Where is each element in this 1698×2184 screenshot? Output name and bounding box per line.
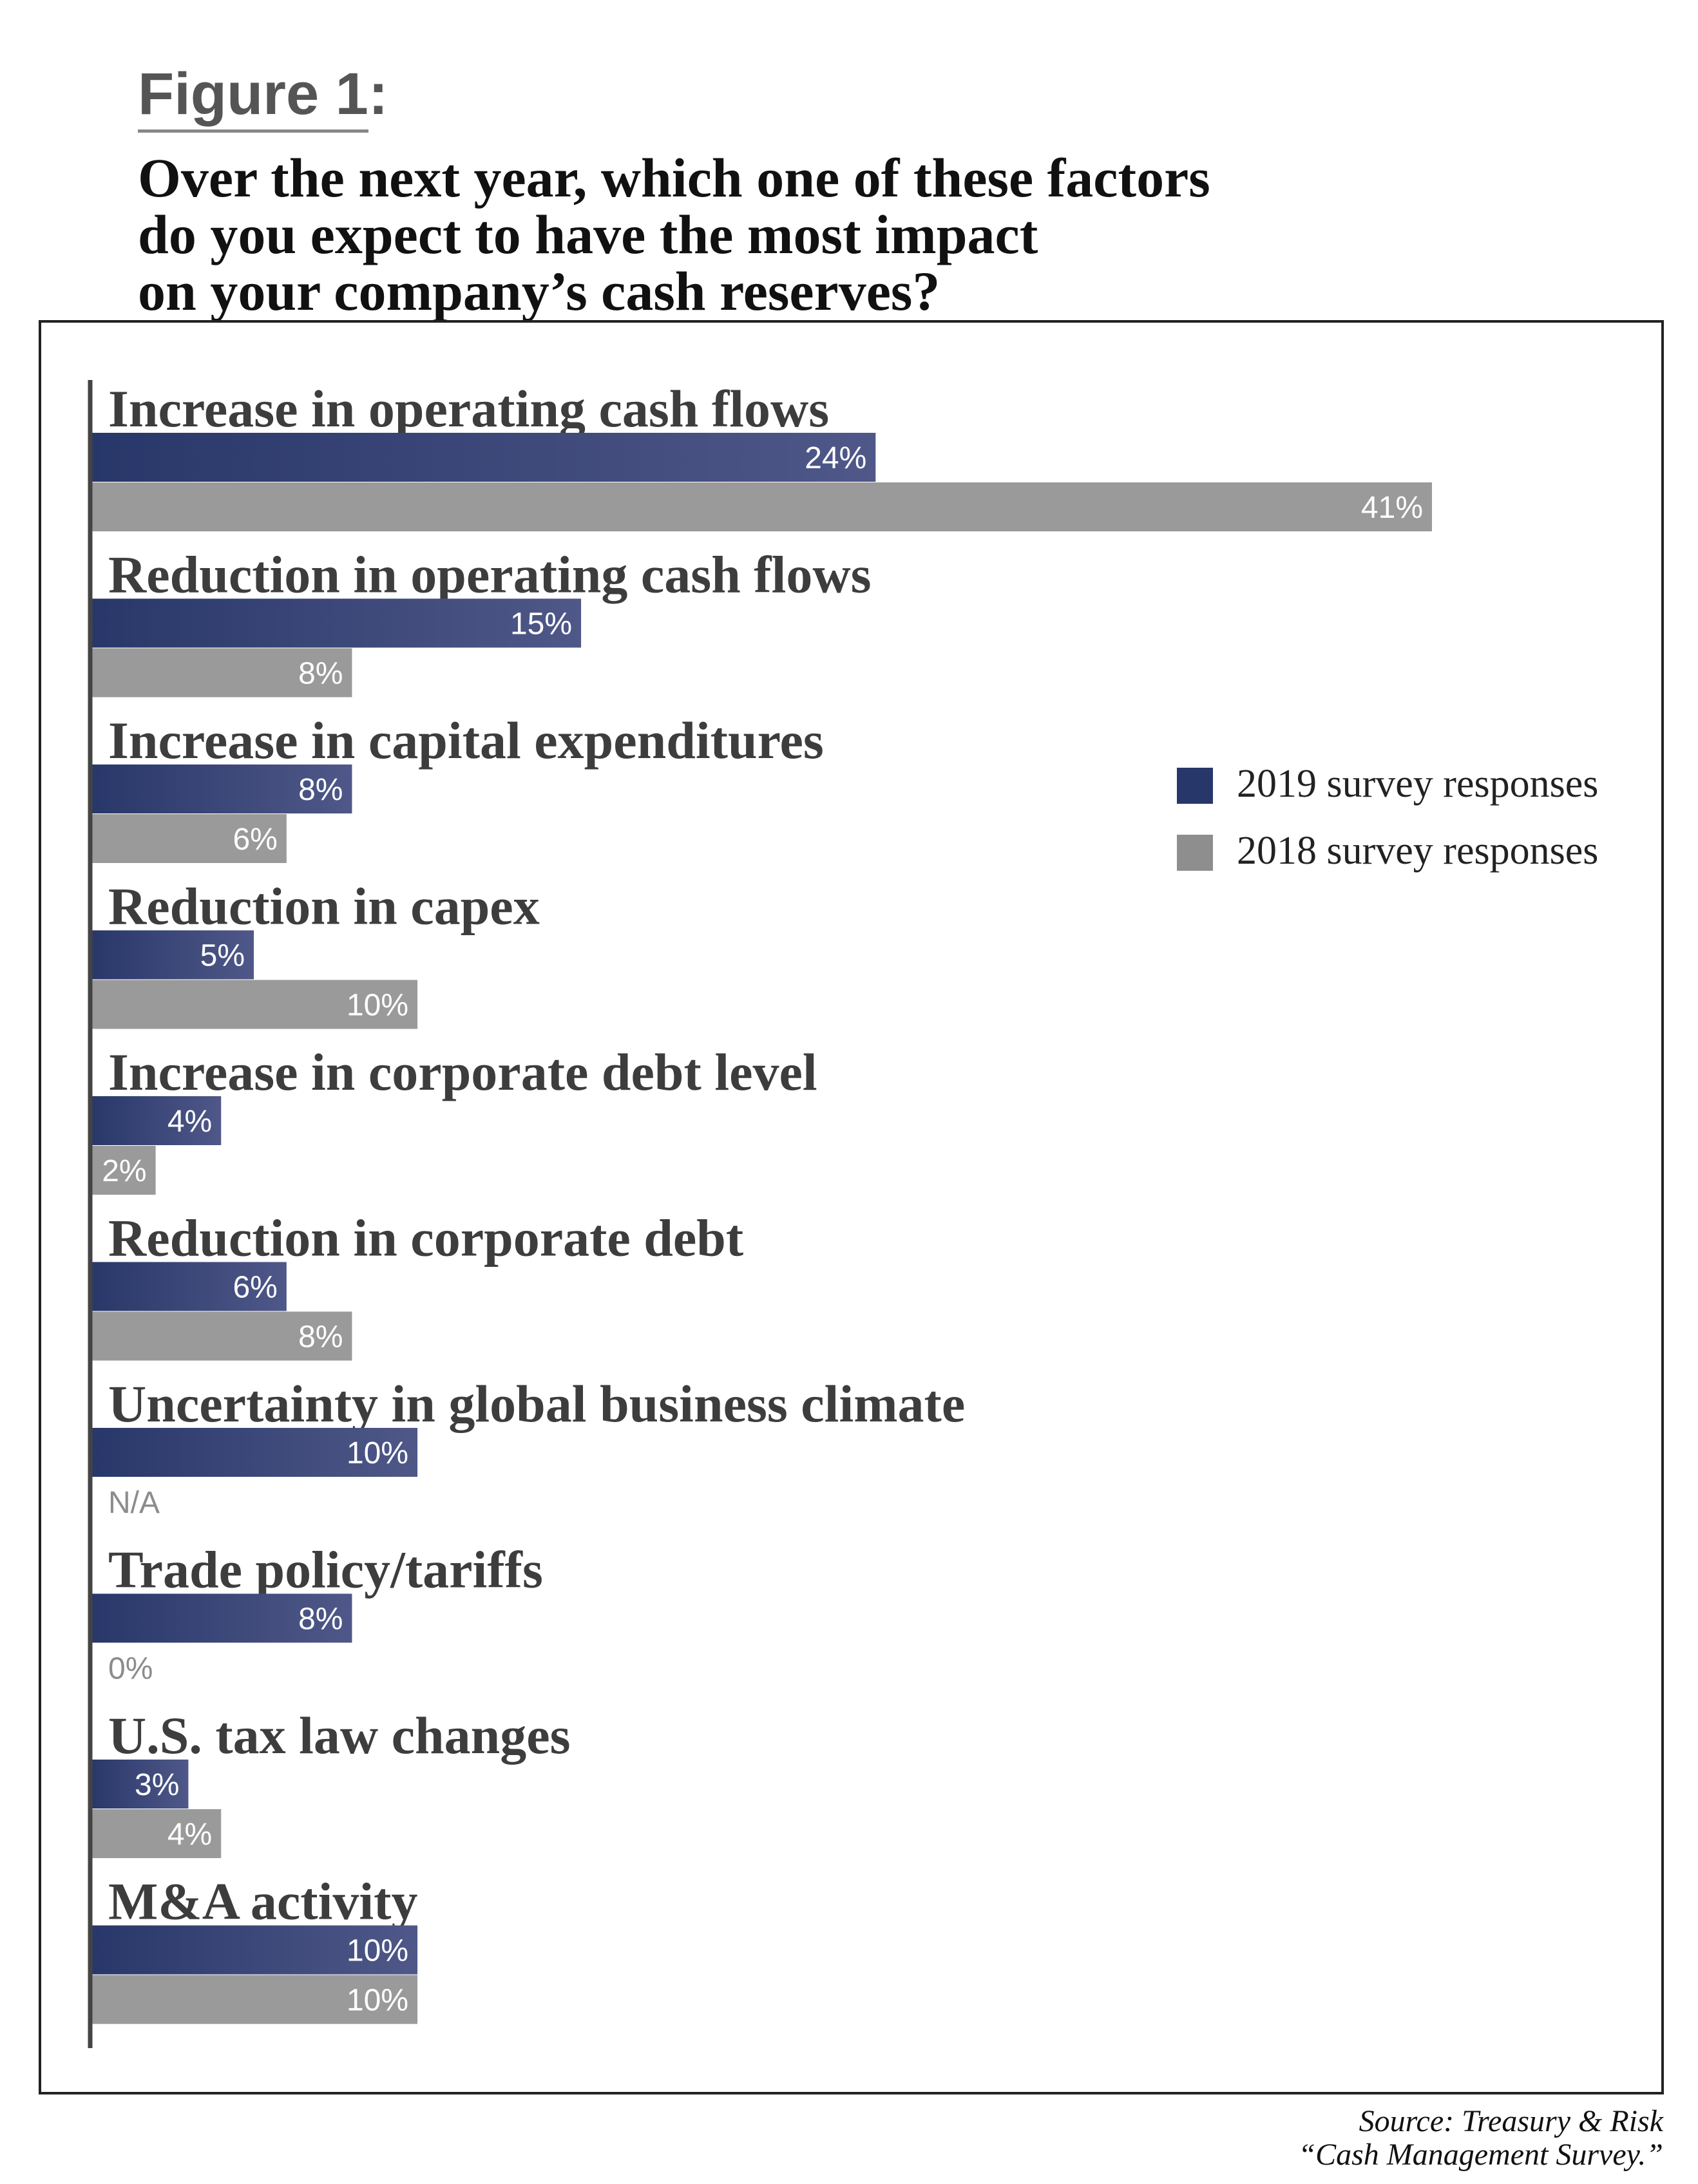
legend-label: 2018 survey responses bbox=[1237, 829, 1598, 873]
bar-2019 bbox=[90, 764, 352, 813]
data-label: 10% bbox=[347, 1934, 408, 1968]
data-label: 15% bbox=[510, 607, 572, 641]
bar-2018 bbox=[90, 1146, 156, 1195]
data-label: 4% bbox=[167, 1818, 212, 1852]
data-label: 8% bbox=[298, 1602, 343, 1637]
figure-label: Figure 1: bbox=[138, 61, 388, 133]
data-label: 10% bbox=[347, 1984, 408, 2018]
bar-2019 bbox=[90, 930, 254, 980]
category-label: Increase in capital expenditures bbox=[108, 711, 824, 770]
bar-2019 bbox=[90, 1760, 189, 1809]
category-label: Uncertainty in global business climate bbox=[108, 1374, 965, 1433]
bar-2018 bbox=[90, 1809, 222, 1858]
data-label: 5% bbox=[200, 939, 245, 973]
bar-2018 bbox=[90, 814, 287, 863]
data-label: 10% bbox=[347, 989, 408, 1023]
data-label: 3% bbox=[135, 1768, 179, 1802]
bar-2019 bbox=[90, 1925, 418, 1975]
category-label: U.S. tax law changes bbox=[108, 1706, 571, 1765]
figure-number: Figure 1 bbox=[138, 61, 368, 133]
category-label: Increase in operating cash flows bbox=[108, 379, 829, 438]
category-label: Reduction in corporate debt bbox=[108, 1209, 743, 1268]
chart-frame bbox=[39, 320, 1664, 2094]
chart-title: Over the next year, which one of these f… bbox=[138, 149, 1555, 319]
data-label: 2% bbox=[102, 1154, 146, 1188]
bar-2018 bbox=[90, 1975, 418, 2024]
bar-2018 bbox=[90, 1311, 352, 1361]
data-label: 41% bbox=[1361, 491, 1423, 525]
source-note: Source: Treasury & Risk “Cash Management… bbox=[1298, 2105, 1663, 2172]
data-label: 4% bbox=[167, 1105, 212, 1139]
category-label: Increase in corporate debt level bbox=[108, 1043, 817, 1101]
data-label: 6% bbox=[233, 822, 277, 857]
data-label: N/A bbox=[108, 1486, 160, 1520]
bar-2019 bbox=[90, 1096, 222, 1145]
category-label: Trade policy/tariffs bbox=[108, 1541, 543, 1599]
bar-2019 bbox=[90, 433, 876, 482]
bar-2019 bbox=[90, 1262, 287, 1311]
data-label: 8% bbox=[298, 657, 343, 691]
data-label: 10% bbox=[347, 1436, 408, 1470]
bar-2019 bbox=[90, 1593, 352, 1643]
bar-2018 bbox=[90, 648, 352, 698]
bar-2019 bbox=[90, 1428, 418, 1477]
data-label: 0% bbox=[108, 1652, 153, 1686]
legend-swatch-2019 bbox=[1177, 768, 1213, 804]
category-label: Reduction in capex bbox=[108, 877, 540, 936]
bar-2018 bbox=[90, 482, 1432, 531]
legend-label: 2019 survey responses bbox=[1237, 762, 1598, 806]
legend: 2019 survey responses 2018 survey respons… bbox=[1177, 762, 1598, 873]
figure-colon: : bbox=[368, 61, 388, 127]
bar-2019 bbox=[90, 598, 582, 648]
title-line: do you expect to have the most impact bbox=[138, 204, 1038, 265]
title-line: Over the next year, which one of these f… bbox=[138, 147, 1210, 209]
title-line: on your company’s cash reserves? bbox=[138, 260, 940, 322]
data-label: 24% bbox=[805, 441, 866, 475]
data-label: 6% bbox=[233, 1271, 277, 1305]
bar-2018 bbox=[90, 980, 418, 1029]
category-label: M&A activity bbox=[108, 1872, 417, 1931]
source-line: “Cash Management Survey.” bbox=[1298, 2138, 1663, 2172]
category-label: Reduction in operating cash flows bbox=[108, 546, 872, 604]
data-label: 8% bbox=[298, 773, 343, 807]
data-label: 8% bbox=[298, 1320, 343, 1354]
source-line: Source: Treasury & Risk bbox=[1359, 2104, 1663, 2138]
legend-swatch-2018 bbox=[1177, 835, 1213, 871]
